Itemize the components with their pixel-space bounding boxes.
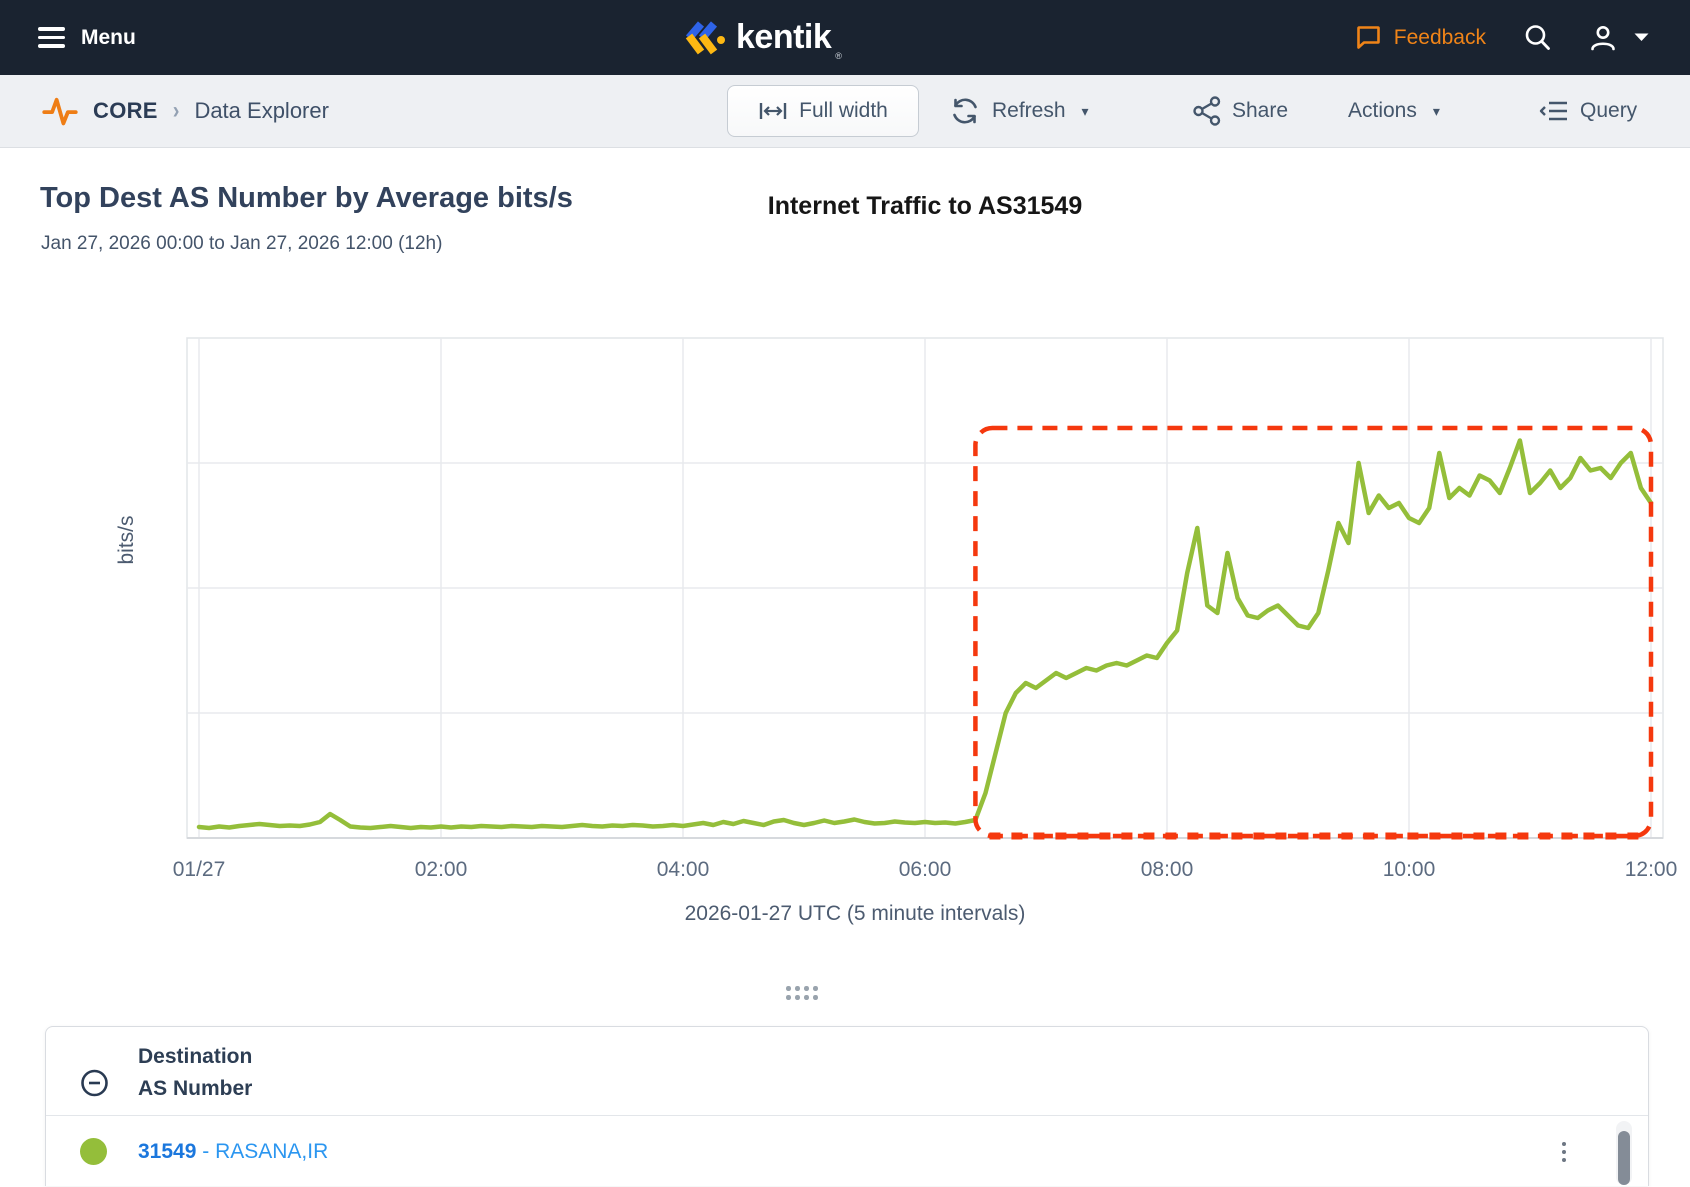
table-scrollbar bbox=[1616, 1120, 1632, 1185]
x-tick-label: 10:00 bbox=[1383, 858, 1436, 881]
results-table-card: Destination AS Number 31549 - RASANA,IR bbox=[45, 1026, 1649, 1186]
search-button[interactable] bbox=[1522, 22, 1553, 53]
refresh-label: Refresh bbox=[992, 99, 1066, 122]
x-tick-label: 02:00 bbox=[415, 858, 468, 881]
table-header-row: Destination AS Number bbox=[46, 1027, 1648, 1116]
user-menu-caret[interactable] bbox=[1633, 32, 1650, 43]
refresh-icon bbox=[953, 98, 977, 124]
y-axis-label: bits/s bbox=[115, 515, 138, 564]
actions-button[interactable]: Actions ▾ bbox=[1348, 75, 1440, 147]
x-tick-label: 04:00 bbox=[657, 858, 710, 881]
search-icon bbox=[1525, 25, 1550, 50]
breadcrumb-data-explorer: Data Explorer bbox=[194, 98, 329, 123]
full-width-label: Full width bbox=[799, 99, 888, 122]
actions-caret-icon: ▾ bbox=[1432, 102, 1440, 119]
feedback-label: Feedback bbox=[1393, 25, 1486, 49]
brand-name: kentik bbox=[736, 18, 832, 56]
x-tick-label: 01/27 bbox=[173, 858, 226, 881]
query-icon bbox=[1539, 101, 1567, 121]
hamburger-icon bbox=[38, 27, 65, 48]
as-number-link[interactable]: 31549 - RASANA,IR bbox=[138, 1139, 329, 1163]
top-nav-bar: Menu kentik ® Feedback bbox=[0, 0, 1690, 75]
series-color-dot bbox=[80, 1138, 107, 1165]
full-width-button[interactable]: Full width bbox=[727, 85, 919, 137]
table-row[interactable]: 31549 - RASANA,IR bbox=[46, 1117, 1648, 1187]
share-button[interactable]: Share bbox=[1192, 75, 1288, 147]
table-scrollbar-thumb[interactable] bbox=[1618, 1130, 1630, 1185]
traffic-chart-svg[interactable]: 01/27 02:00 04:00 06:00 08:00 10:00 12:00 2026-… bbox=[0, 300, 1690, 940]
full-width-icon bbox=[759, 103, 787, 119]
query-label: Query bbox=[1580, 99, 1638, 122]
menu-button[interactable]: Menu bbox=[38, 0, 136, 75]
row-options-button[interactable] bbox=[1558, 1138, 1570, 1166]
x-tick-label: 06:00 bbox=[899, 858, 952, 881]
user-icon bbox=[1591, 25, 1615, 50]
x-tick-label: 08:00 bbox=[1141, 858, 1194, 881]
annotation-box bbox=[973, 425, 1654, 839]
date-range: Jan 27, 2026 00:00 to Jan 27, 2026 12:00… bbox=[41, 233, 443, 254]
share-label: Share bbox=[1232, 99, 1289, 122]
user-menu-button[interactable] bbox=[1587, 22, 1619, 54]
kentik-logo[interactable]: kentik ® bbox=[680, 0, 842, 75]
x-tick-label: 12:00 bbox=[1625, 858, 1678, 881]
collapse-column-button[interactable] bbox=[80, 1069, 109, 1098]
refresh-caret-icon[interactable]: ▾ bbox=[1081, 102, 1089, 119]
explorer-toolbar: CORE › Data Explorer Full width Refresh … bbox=[0, 75, 1690, 148]
pulse-icon bbox=[42, 97, 78, 126]
breadcrumb: CORE › Data Explorer bbox=[42, 75, 329, 147]
menu-label: Menu bbox=[81, 25, 136, 49]
traffic-series-line bbox=[196, 438, 1654, 831]
breadcrumb-core[interactable]: CORE bbox=[93, 98, 158, 123]
page-title: Top Dest AS Number by Average bits/s bbox=[40, 182, 573, 214]
traffic-chart[interactable]: 01/27 02:00 04:00 06:00 08:00 10:00 12:00 2026-… bbox=[0, 300, 1690, 940]
refresh-button[interactable]: Refresh ▾ bbox=[948, 75, 1089, 147]
kentik-logo-icon bbox=[685, 20, 725, 54]
circle-minus-icon bbox=[81, 1069, 108, 1097]
x-axis-title: 2026-01-27 UTC (5 minute intervals) bbox=[685, 902, 1026, 925]
chat-bubble-icon bbox=[1356, 26, 1380, 49]
actions-label: Actions bbox=[1348, 99, 1417, 122]
registered-mark: ® bbox=[835, 51, 842, 61]
query-button[interactable]: Query bbox=[1538, 75, 1637, 147]
annotation-title: Internet Traffic to AS31549 bbox=[767, 192, 1083, 220]
column-header-destination-as-number[interactable]: Destination AS Number bbox=[138, 1045, 253, 1100]
chevron-down-icon bbox=[1634, 33, 1649, 41]
breadcrumb-chevron-icon: › bbox=[172, 97, 180, 124]
share-icon bbox=[1193, 96, 1221, 126]
panel-resize-handle[interactable] bbox=[786, 986, 818, 1000]
feedback-button[interactable]: Feedback bbox=[1355, 24, 1486, 51]
